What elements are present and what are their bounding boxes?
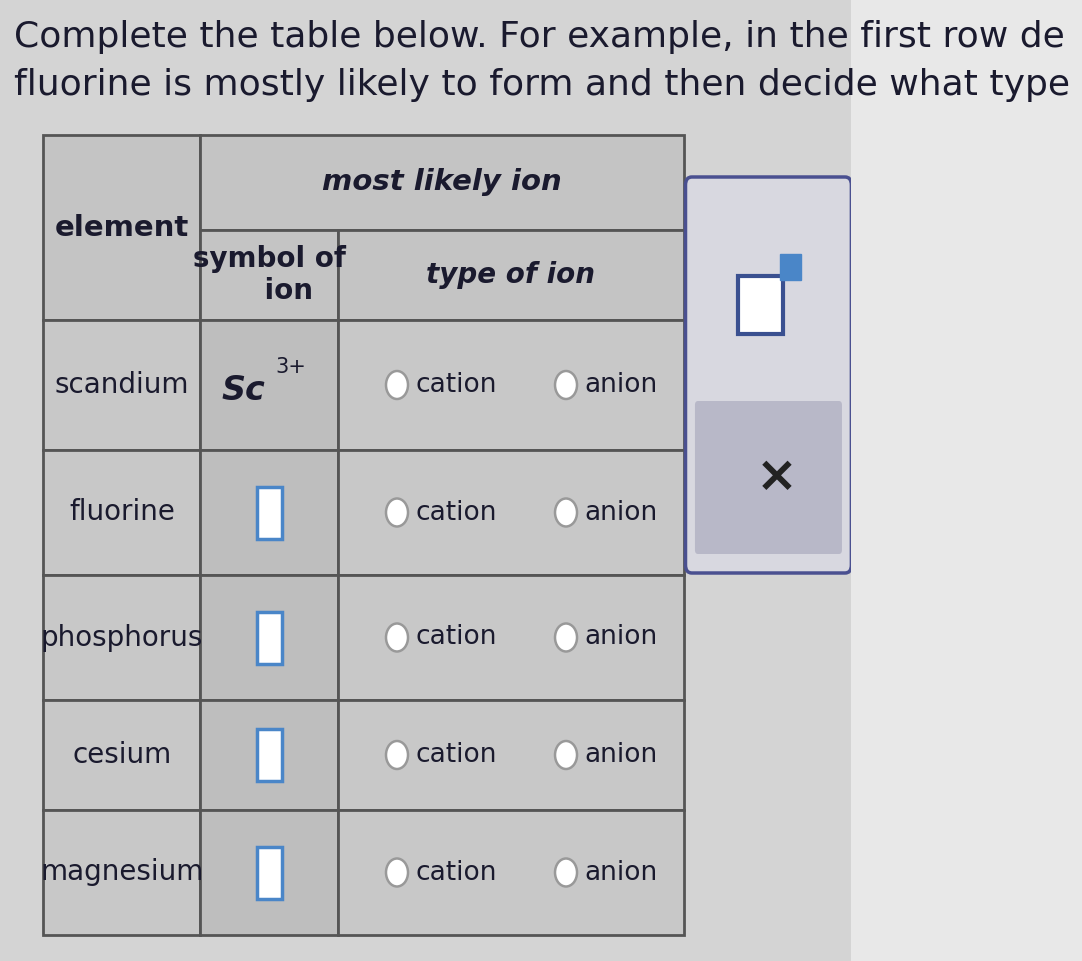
FancyBboxPatch shape bbox=[256, 486, 281, 538]
Circle shape bbox=[555, 499, 577, 527]
Text: cation: cation bbox=[415, 625, 497, 651]
FancyBboxPatch shape bbox=[780, 254, 801, 280]
Text: symbol of
    ion: symbol of ion bbox=[193, 245, 346, 306]
Circle shape bbox=[386, 624, 408, 652]
Circle shape bbox=[555, 741, 577, 769]
FancyBboxPatch shape bbox=[695, 401, 842, 554]
Text: phosphorus: phosphorus bbox=[41, 624, 203, 652]
Text: anion: anion bbox=[584, 742, 658, 768]
FancyBboxPatch shape bbox=[200, 320, 338, 450]
FancyBboxPatch shape bbox=[200, 700, 338, 810]
Text: fluorine: fluorine bbox=[69, 499, 175, 527]
Circle shape bbox=[555, 624, 577, 652]
FancyBboxPatch shape bbox=[338, 450, 684, 575]
Text: anion: anion bbox=[584, 625, 658, 651]
FancyBboxPatch shape bbox=[43, 575, 200, 700]
FancyBboxPatch shape bbox=[338, 575, 684, 700]
FancyBboxPatch shape bbox=[200, 450, 338, 575]
FancyBboxPatch shape bbox=[43, 700, 200, 810]
FancyBboxPatch shape bbox=[0, 0, 850, 961]
FancyBboxPatch shape bbox=[686, 177, 852, 573]
Text: cesium: cesium bbox=[72, 741, 171, 769]
FancyBboxPatch shape bbox=[256, 729, 281, 781]
FancyBboxPatch shape bbox=[256, 611, 281, 663]
FancyBboxPatch shape bbox=[200, 230, 338, 320]
Text: type of ion: type of ion bbox=[426, 261, 595, 289]
FancyBboxPatch shape bbox=[738, 276, 783, 334]
FancyBboxPatch shape bbox=[200, 575, 338, 700]
FancyBboxPatch shape bbox=[256, 847, 281, 899]
Text: anion: anion bbox=[584, 859, 658, 885]
FancyBboxPatch shape bbox=[43, 450, 200, 575]
FancyBboxPatch shape bbox=[43, 810, 200, 935]
FancyBboxPatch shape bbox=[338, 810, 684, 935]
Text: 3+: 3+ bbox=[276, 357, 306, 377]
Text: most likely ion: most likely ion bbox=[322, 168, 562, 196]
Text: Sc: Sc bbox=[222, 374, 265, 407]
Circle shape bbox=[386, 499, 408, 527]
Text: fluorine is mostly likely to form and then decide what type: fluorine is mostly likely to form and th… bbox=[14, 68, 1070, 102]
Circle shape bbox=[555, 858, 577, 886]
Text: anion: anion bbox=[584, 372, 658, 398]
FancyBboxPatch shape bbox=[43, 135, 200, 320]
FancyBboxPatch shape bbox=[43, 320, 200, 450]
Text: scandium: scandium bbox=[54, 371, 189, 399]
Text: cation: cation bbox=[415, 859, 497, 885]
Circle shape bbox=[555, 371, 577, 399]
Text: cation: cation bbox=[415, 742, 497, 768]
Circle shape bbox=[386, 858, 408, 886]
FancyBboxPatch shape bbox=[338, 700, 684, 810]
Text: element: element bbox=[55, 213, 189, 241]
Text: anion: anion bbox=[584, 500, 658, 526]
Text: cation: cation bbox=[415, 372, 497, 398]
Text: cation: cation bbox=[415, 500, 497, 526]
FancyBboxPatch shape bbox=[338, 320, 684, 450]
Text: Complete the table below. For example, in the first row de: Complete the table below. For example, i… bbox=[14, 20, 1065, 54]
FancyBboxPatch shape bbox=[200, 810, 338, 935]
FancyBboxPatch shape bbox=[338, 230, 684, 320]
Circle shape bbox=[386, 371, 408, 399]
Text: ×: × bbox=[755, 454, 797, 502]
FancyBboxPatch shape bbox=[200, 135, 684, 230]
Circle shape bbox=[386, 741, 408, 769]
Text: magnesium: magnesium bbox=[40, 858, 203, 886]
